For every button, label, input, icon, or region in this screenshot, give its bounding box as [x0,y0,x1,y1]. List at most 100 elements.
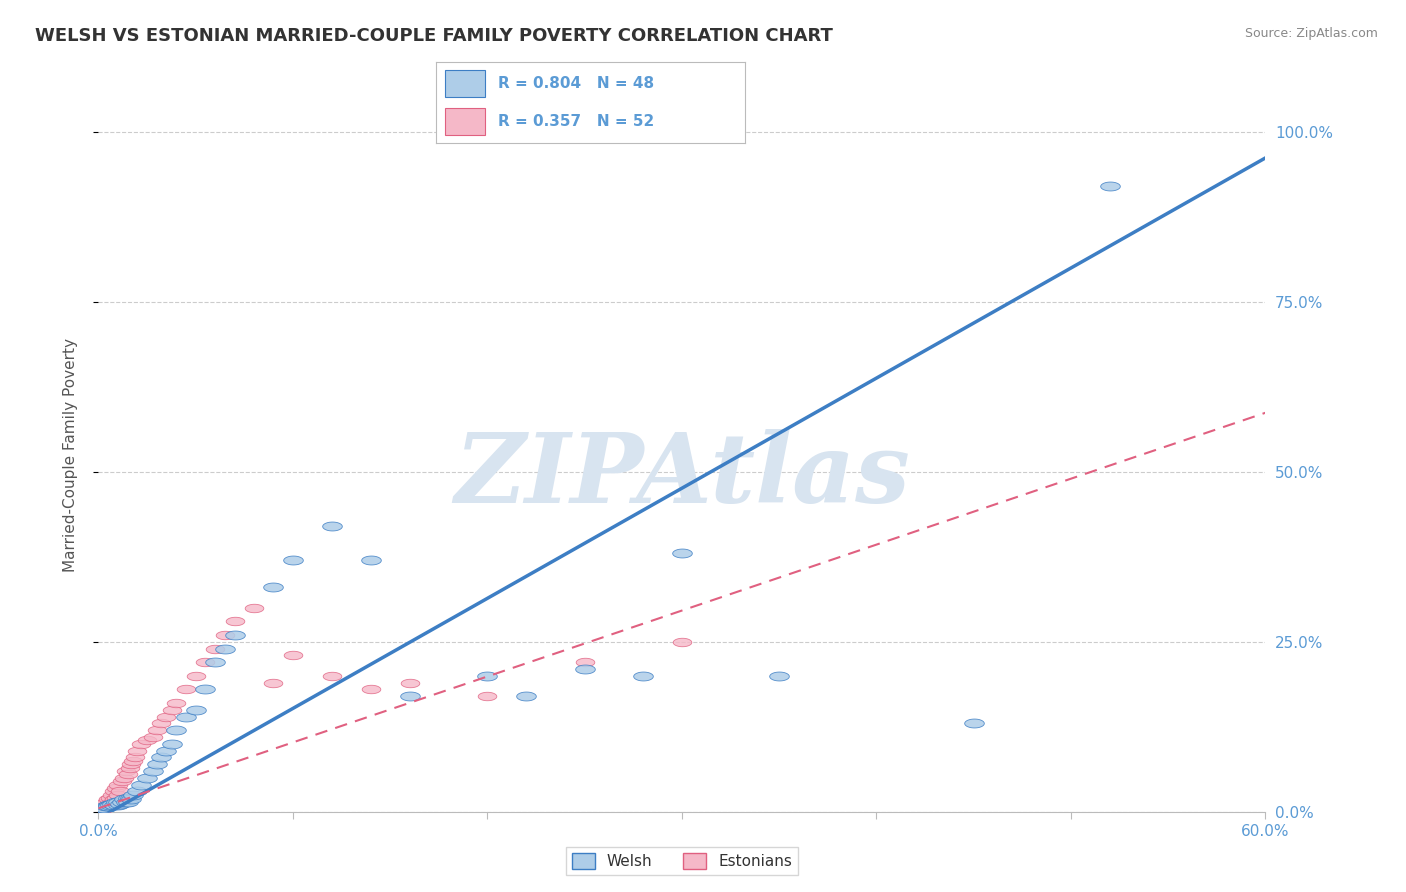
Point [96,795,118,809]
Point [398,689,420,703]
Point [124,750,146,764]
Point [155,709,177,723]
Point [107,778,129,792]
Point [97,797,120,812]
Point [127,743,149,757]
Point [574,655,596,669]
Text: WELSH VS ESTONIAN MARRIED-COUPLE FAMILY POVERTY CORRELATION CHART: WELSH VS ESTONIAN MARRIED-COUPLE FAMILY … [35,27,832,45]
Point [112,792,135,806]
Point [146,757,169,772]
Point [262,675,284,690]
Point [671,546,693,560]
Bar [446,108,485,135]
Point [262,581,284,595]
Point [118,760,141,774]
Y-axis label: Married-Couple Family Poverty: Married-Couple Family Poverty [63,338,77,572]
Point [121,792,143,806]
Point [117,767,139,781]
Point [136,771,159,785]
Point [93,797,115,811]
Point [574,662,596,676]
Point [91,797,114,812]
Point [1098,179,1121,194]
Point [184,669,207,683]
Point [89,801,111,815]
Point [104,780,127,795]
Point [96,799,118,814]
Point [107,788,129,802]
Point [118,791,141,805]
Point [149,750,172,764]
Point [91,801,114,815]
Point [321,519,343,533]
Point [204,655,226,669]
Point [671,635,693,649]
Point [101,795,124,809]
Point [129,778,152,792]
Point [101,797,124,811]
Point [97,799,120,814]
Bar [446,70,485,97]
Point [98,797,121,811]
Point [97,792,120,806]
Point [103,792,125,806]
Point [107,795,129,809]
Point [93,801,115,815]
Text: Source: ZipAtlas.com: Source: ZipAtlas.com [1244,27,1378,40]
Point [360,553,382,567]
Point [224,628,246,642]
Point [281,553,304,567]
Point [477,689,499,703]
Point [149,716,172,731]
Point [136,733,159,747]
Point [477,669,499,683]
Legend: Welsh, Estonians: Welsh, Estonians [565,847,799,875]
Point [93,801,115,815]
Point [142,764,165,778]
Point [162,703,184,717]
Point [114,795,136,809]
Point [122,754,145,768]
Point [321,669,343,683]
Point [103,784,125,798]
Point [122,788,145,802]
Point [104,795,127,809]
Point [129,737,152,751]
Text: R = 0.357   N = 52: R = 0.357 N = 52 [498,114,654,129]
Point [214,628,236,642]
Point [515,689,537,703]
Point [398,675,420,690]
Point [165,696,187,710]
Text: ZIPAtlas: ZIPAtlas [454,429,910,524]
Point [121,757,143,772]
Point [146,723,169,738]
Point [162,737,184,751]
Text: R = 0.804   N = 48: R = 0.804 N = 48 [498,76,654,91]
Point [962,716,984,731]
Point [142,730,165,744]
Point [174,682,197,697]
Point [98,791,121,805]
Point [114,764,136,778]
Point [165,723,187,738]
Point [104,791,127,805]
Point [111,774,134,789]
Point [194,655,217,669]
Point [224,615,246,629]
Point [96,799,118,814]
Point [174,709,197,723]
Point [155,743,177,757]
Point [184,703,207,717]
Point [360,682,382,697]
Point [194,682,217,697]
Point [101,788,124,802]
Point [108,797,131,811]
Point [127,784,149,798]
Point [98,797,121,812]
Point [97,797,120,812]
Point [768,669,790,683]
Point [243,600,266,615]
Point [631,669,654,683]
Point [107,797,129,812]
Point [103,797,125,812]
